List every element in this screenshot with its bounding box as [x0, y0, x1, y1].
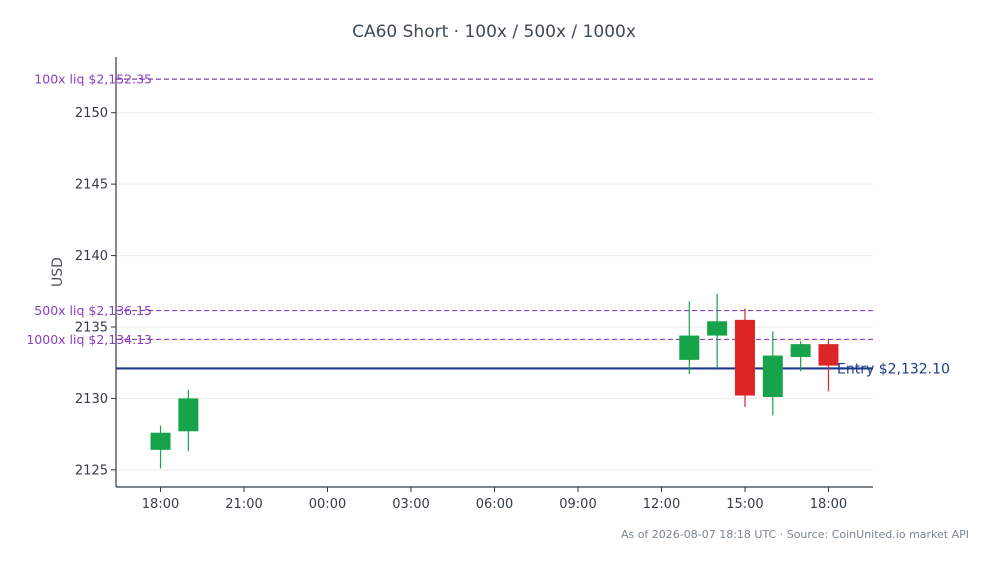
- candle-body: [707, 321, 728, 336]
- x-tick-label: 09:00: [559, 497, 596, 512]
- x-tick-label: 15:00: [726, 497, 763, 512]
- y-tick-label: 2145: [75, 178, 108, 193]
- liquidation-label: 500x liq $2,136.15: [34, 303, 152, 318]
- y-tick-label: 2130: [75, 392, 108, 407]
- reference-lines: [116, 78, 873, 370]
- ticks: 2125 2130 2135 2140 2145 2150 18:00 21:00 00:00 0…: [75, 106, 847, 512]
- candle-body: [178, 398, 199, 432]
- entry-label: Entry $2,132.10: [837, 361, 950, 377]
- x-tick-label: 21:00: [225, 497, 262, 512]
- candles: [150, 294, 839, 469]
- candle-body: [150, 432, 171, 450]
- axes: [115, 57, 873, 488]
- footer-source: As of 2026-08-07 18:18 UTC · Source: Coi…: [621, 528, 969, 541]
- x-tick-label: 18:00: [142, 497, 179, 512]
- grid-lines: [116, 112, 873, 471]
- x-tick-label: 00:00: [309, 497, 346, 512]
- y-tick-label: 2135: [75, 321, 108, 336]
- y-tick-label: 2125: [75, 463, 108, 478]
- x-tick-label: 06:00: [476, 497, 513, 512]
- reference-labels: 100x liq $2,152.35 500x liq $2,136.15 1000…: [26, 72, 950, 378]
- liquidation-label: 1000x liq $2,134.13: [26, 332, 152, 347]
- y-tick-label: 2150: [75, 106, 108, 121]
- chart-title: CA60 Short · 100x / 500x / 1000x: [352, 22, 636, 42]
- candle-body: [790, 344, 811, 357]
- candle-body: [679, 335, 700, 360]
- y-tick-label: 2140: [75, 249, 108, 264]
- x-tick-label: 03:00: [392, 497, 429, 512]
- candle-body: [734, 319, 755, 396]
- x-tick-label: 18:00: [810, 497, 847, 512]
- y-axis-label: USD: [50, 257, 66, 287]
- liquidation-label: 100x liq $2,152.35: [34, 72, 152, 87]
- candle-body: [818, 344, 839, 366]
- candle-body: [762, 355, 783, 397]
- x-tick-label: 12:00: [643, 497, 680, 512]
